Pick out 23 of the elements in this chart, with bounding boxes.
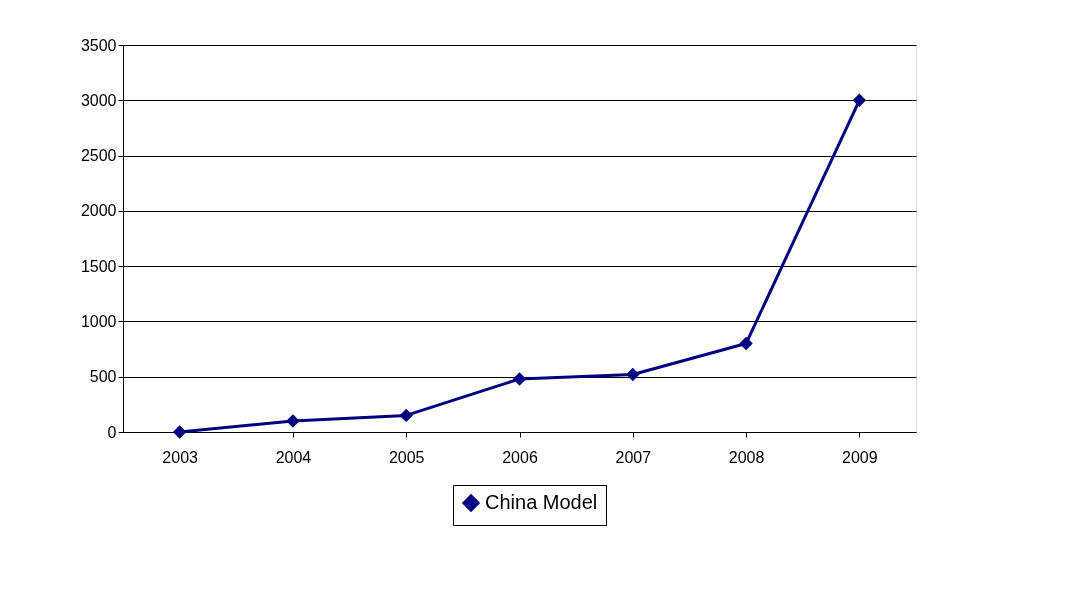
y-tick-label: 1000 xyxy=(80,312,117,330)
x-tick-label: 2006 xyxy=(502,448,538,466)
y-tick-label: 1500 xyxy=(80,257,117,275)
y-tick-label: 2000 xyxy=(80,202,117,220)
x-tick-label: 2005 xyxy=(388,448,425,466)
point xyxy=(739,336,753,351)
point xyxy=(626,367,640,382)
x-tick-label: 2008 xyxy=(728,448,765,466)
point xyxy=(852,93,867,107)
point xyxy=(172,425,187,439)
point xyxy=(512,372,527,386)
point xyxy=(286,414,300,428)
y-tick-label: 0 xyxy=(107,423,117,441)
x-tick-label: 2007 xyxy=(615,448,652,466)
y-tick-label: 500 xyxy=(89,368,117,386)
x-tick-label: 2004 xyxy=(275,448,312,466)
legend-label: China Model xyxy=(485,491,598,513)
y-tick-label: 2500 xyxy=(80,147,117,165)
point xyxy=(399,408,413,423)
y-tick-label: 3500 xyxy=(80,36,117,54)
y-tick-label: 3000 xyxy=(80,91,117,109)
x-tick-label: 2003 xyxy=(162,448,199,466)
x-tick-label: 2009 xyxy=(842,448,878,466)
